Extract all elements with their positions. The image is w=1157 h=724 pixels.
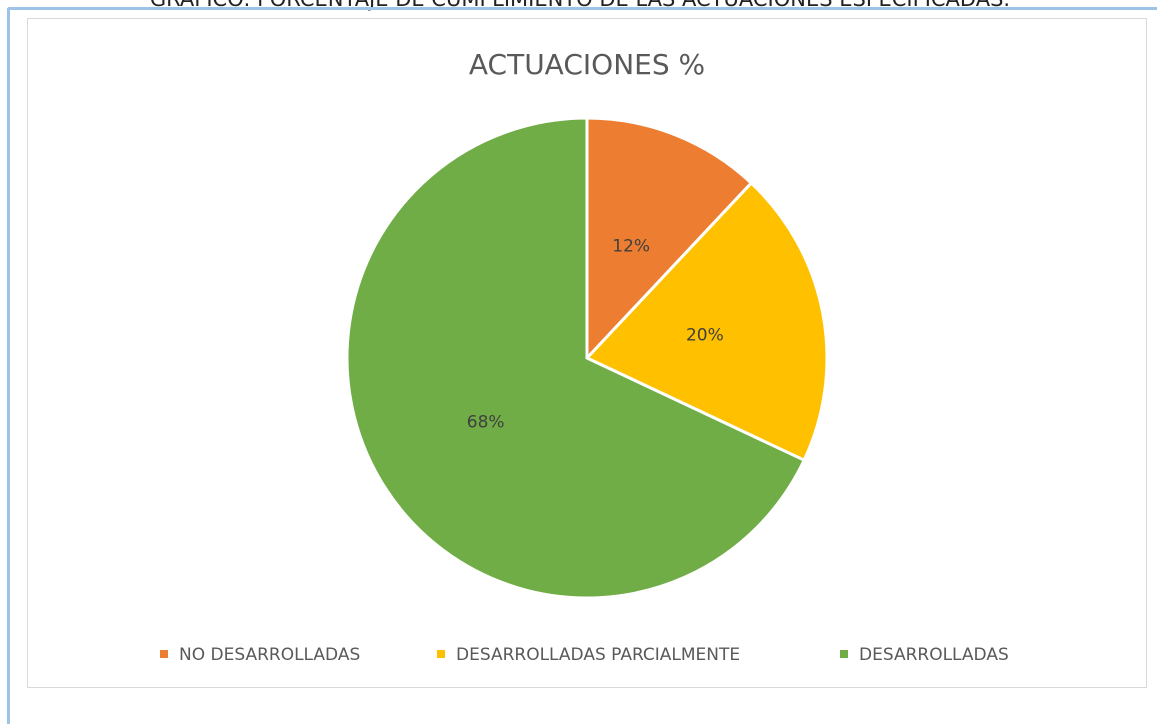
pie: 12% 20% 68% xyxy=(345,116,829,600)
pie-slice xyxy=(585,116,754,362)
legend-marker xyxy=(437,650,445,658)
data-label: 20% xyxy=(686,326,724,346)
pie-slice xyxy=(584,180,829,463)
legend: NO DESARROLLADAS DESARROLLADAS PARCIALMEN… xyxy=(160,645,1009,665)
legend-label: NO DESARROLLADAS xyxy=(179,645,360,665)
page-heading: GRÁFICO: PORCENTAJE DE CUMPLIMIENTO DE L… xyxy=(150,0,1010,11)
legend-marker xyxy=(840,650,848,658)
legend-marker xyxy=(160,650,168,658)
legend-label: DESARROLLADAS PARCIALMENTE xyxy=(456,645,740,665)
data-label: 12% xyxy=(612,236,650,256)
legend-label: DESARROLLADAS xyxy=(859,645,1009,665)
pie-slice xyxy=(345,116,807,600)
chart-title: ACTUACIONES % xyxy=(469,48,705,81)
data-label: 68% xyxy=(467,412,505,432)
